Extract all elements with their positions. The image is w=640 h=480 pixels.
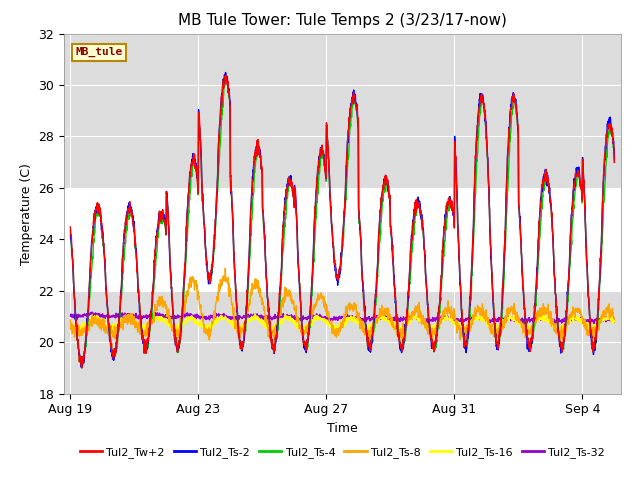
Title: MB Tule Tower: Tule Temps 2 (3/23/17-now): MB Tule Tower: Tule Temps 2 (3/23/17-now… bbox=[178, 13, 507, 28]
Legend: Tul2_Tw+2, Tul2_Ts-2, Tul2_Ts-4, Tul2_Ts-8, Tul2_Ts-16, Tul2_Ts-32: Tul2_Tw+2, Tul2_Ts-2, Tul2_Ts-4, Tul2_Ts… bbox=[75, 443, 610, 462]
X-axis label: Time: Time bbox=[327, 422, 358, 435]
Text: MB_tule: MB_tule bbox=[75, 47, 122, 58]
Bar bbox=[64, 188, 621, 291]
Y-axis label: Temperature (C): Temperature (C) bbox=[20, 163, 33, 264]
